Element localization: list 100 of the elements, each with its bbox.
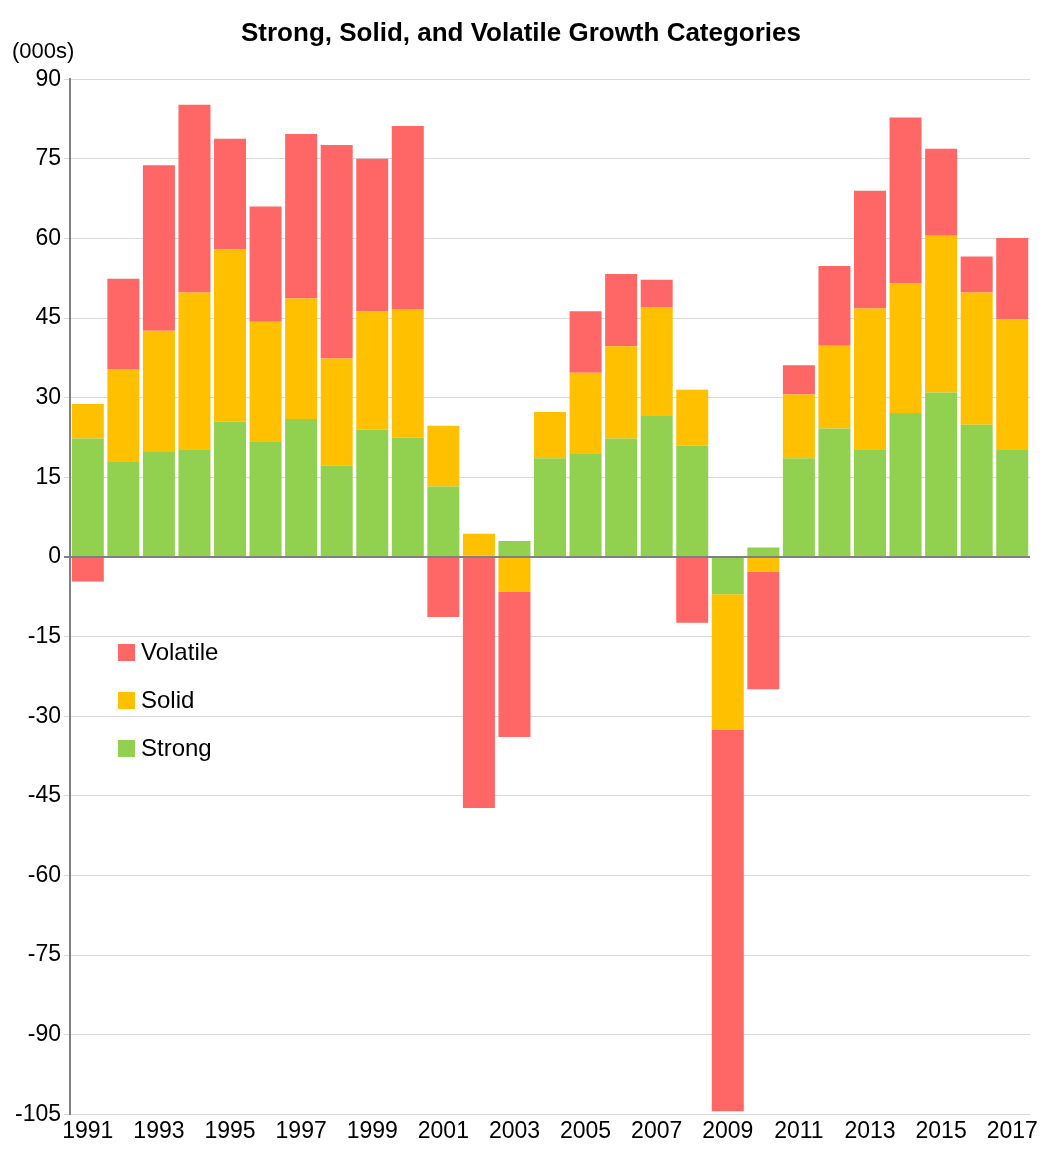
bar: [569, 454, 602, 556]
bar: [391, 309, 424, 438]
bar: [142, 330, 175, 452]
bar: [854, 449, 887, 556]
bar: [107, 278, 140, 370]
bar: [320, 145, 353, 359]
bar: [285, 418, 318, 556]
bar: [996, 237, 1029, 320]
bar: [569, 311, 602, 373]
bar: [356, 158, 389, 312]
bar: [782, 394, 815, 459]
bar: [498, 591, 531, 737]
x-tick-label: 1993: [133, 1116, 185, 1143]
bar: [925, 392, 958, 556]
x-tick-label: 1999: [346, 1116, 398, 1143]
bar: [142, 451, 175, 556]
bar: [640, 415, 673, 556]
y-tick-label: -30: [27, 701, 62, 728]
bar: [498, 541, 531, 556]
legend-label: Solid: [141, 686, 195, 714]
bar: [142, 165, 175, 331]
y-tick-label: -15: [27, 621, 62, 648]
bar: [534, 458, 567, 556]
y-tick-label: 60: [35, 223, 62, 250]
bar: [996, 319, 1029, 450]
x-tick-label: 2003: [488, 1116, 541, 1143]
y-tick-label: -75: [27, 940, 62, 967]
bar: [889, 413, 922, 556]
bar: [711, 594, 744, 730]
bar: [711, 557, 744, 595]
bar: [605, 346, 638, 439]
bar: [462, 533, 495, 556]
bar: [960, 292, 993, 425]
bar: [249, 206, 282, 322]
bar: [676, 445, 709, 556]
x-tick-label: 2015: [915, 1116, 967, 1143]
y-tick-label: 90: [35, 64, 62, 91]
bar: [854, 308, 887, 450]
bar: [782, 365, 815, 395]
bar: [214, 138, 247, 250]
x-tick-label: 2001: [417, 1116, 469, 1143]
bar: [214, 249, 247, 422]
bar: [889, 117, 922, 284]
y-tick-label: -105: [14, 1099, 62, 1126]
bar: [747, 557, 780, 572]
bar: [462, 557, 495, 809]
bar: [818, 428, 851, 556]
bar: [71, 404, 104, 439]
bar: [107, 369, 140, 462]
x-tick-label: 2007: [631, 1116, 683, 1143]
x-tick-label: 2005: [559, 1116, 612, 1143]
y-axis-title: (000s): [12, 38, 75, 64]
bar: [178, 104, 211, 293]
bar: [640, 279, 673, 308]
x-tick-label: 1995: [204, 1116, 256, 1143]
y-tick-label: 0: [48, 542, 62, 569]
bar: [747, 547, 780, 556]
legend-label: Volatile: [141, 638, 219, 666]
bar: [996, 449, 1029, 556]
bar: [356, 429, 389, 556]
y-tick-label: 30: [35, 383, 62, 410]
bar: [889, 283, 922, 414]
bar: [605, 438, 638, 556]
bar: [605, 274, 638, 347]
legend-label: Strong: [141, 734, 212, 762]
bar: [107, 461, 140, 556]
bar: [676, 557, 709, 623]
bar: [925, 148, 958, 236]
bar: [320, 465, 353, 556]
bar: [747, 571, 780, 690]
bar: [676, 389, 709, 446]
bar: [427, 486, 460, 556]
bar: [71, 438, 104, 556]
x-tick-label: 2011: [774, 1116, 824, 1143]
bar: [640, 307, 673, 416]
x-tick-label: 1991: [62, 1116, 114, 1143]
bar: [818, 345, 851, 429]
bar: [569, 372, 602, 454]
y-tick-label: 75: [35, 144, 62, 171]
bar: [285, 298, 318, 419]
bar: [925, 235, 958, 393]
y-tick-label: 45: [35, 303, 62, 330]
bar: [534, 412, 567, 459]
x-tick-label: 2009: [702, 1116, 754, 1143]
bar: [960, 424, 993, 556]
bar: [427, 557, 460, 617]
bar: [391, 125, 424, 310]
bar: [711, 729, 744, 1112]
bar: [391, 437, 424, 556]
y-tick-label: 15: [35, 462, 62, 489]
y-tick-label: -90: [27, 1020, 62, 1047]
bar: [854, 190, 887, 309]
x-tick-label: 2017: [986, 1116, 1038, 1143]
bar: [178, 292, 211, 450]
bar: [71, 557, 104, 582]
bar: [285, 133, 318, 299]
bar: [427, 425, 460, 487]
bar: [818, 266, 851, 346]
bar: [214, 421, 247, 556]
y-tick-label: -45: [27, 781, 62, 808]
